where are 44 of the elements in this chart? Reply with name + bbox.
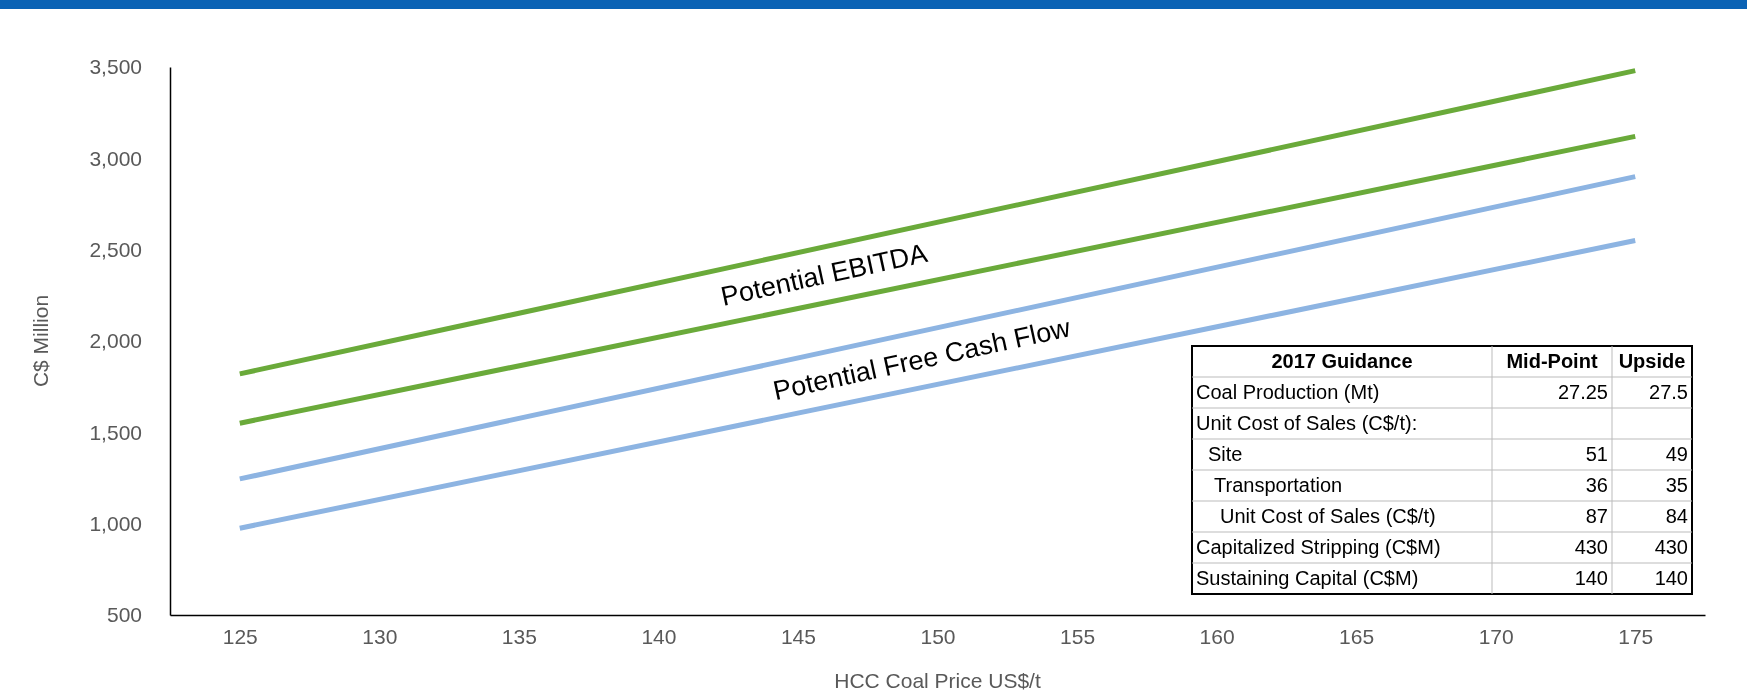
annotation: 36 — [1585, 474, 1608, 496]
y-tick-label: 1,500 — [89, 420, 142, 444]
annotation: Sustaining Capital (C$M) — [1196, 567, 1419, 589]
y-tick-label: 2,500 — [89, 237, 142, 261]
annotation: 87 — [1585, 505, 1608, 527]
x-tick-label: 135 — [501, 624, 537, 648]
x-tick-label: 155 — [1060, 624, 1096, 648]
annotation: 35 — [1665, 474, 1688, 496]
annotation: 51 — [1585, 443, 1608, 465]
annotation: Capitalized Stripping (C$M) — [1196, 536, 1441, 558]
y-axis-title: C$ Million — [29, 294, 52, 388]
annotation: Transportation — [1214, 474, 1343, 496]
annotation: Unit Cost of Sales (C$/t): — [1196, 412, 1418, 434]
x-tick-label: 175 — [1618, 624, 1654, 648]
annotation: Coal Production (Mt) — [1196, 381, 1380, 403]
annotation: 140 — [1654, 567, 1688, 589]
annotation: 140 — [1574, 567, 1608, 589]
annotation: 27.25 — [1557, 381, 1608, 403]
annotation: 84 — [1665, 505, 1688, 527]
annotation: 49 — [1665, 443, 1688, 465]
annotation: Potential Free Cash Flow — [770, 312, 1074, 407]
x-tick-label: 160 — [1199, 624, 1235, 648]
annotation: Potential EBITDA — [718, 237, 930, 312]
annotation: 27.5 — [1649, 381, 1688, 403]
annotation: Site — [1208, 443, 1243, 465]
x-tick-label: 170 — [1478, 624, 1514, 648]
y-tick-label: 3,500 — [89, 55, 142, 79]
y-tick-label: 3,000 — [89, 146, 142, 170]
x-tick-label: 130 — [362, 624, 398, 648]
annotation: Unit Cost of Sales (C$/t) — [1220, 505, 1436, 527]
x-tick-label: 145 — [780, 624, 816, 648]
x-tick-label: 140 — [641, 624, 677, 648]
annotation: 430 — [1574, 536, 1608, 558]
y-tick-label: 500 — [106, 603, 142, 627]
annotation: 2017 Guidance — [1271, 350, 1413, 372]
annotation: Upside — [1618, 350, 1686, 372]
y-tick-label: 2,000 — [89, 329, 142, 353]
y-tick-label: 1,000 — [89, 511, 142, 535]
annotation: 430 — [1654, 536, 1688, 558]
x-axis-title: HCC Coal Price US$/t — [834, 669, 1041, 692]
annotation: Mid-Point — [1506, 350, 1598, 372]
x-tick-label: 165 — [1339, 624, 1375, 648]
x-tick-label: 150 — [920, 624, 956, 648]
x-tick-label: 125 — [222, 624, 258, 648]
